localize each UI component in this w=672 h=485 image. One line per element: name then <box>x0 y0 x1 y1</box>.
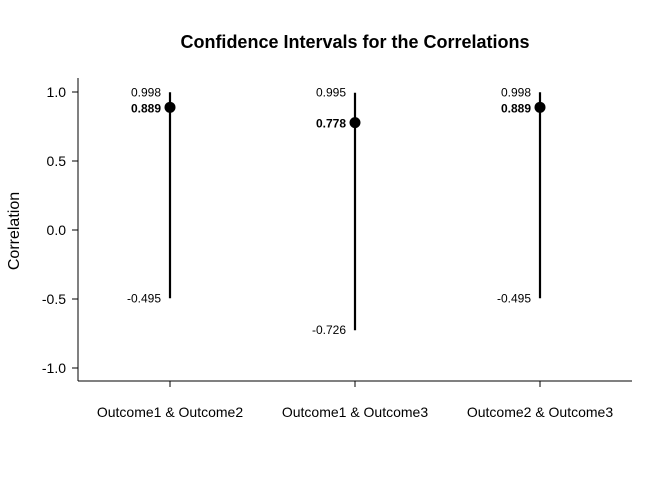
y-ticks: 1.0 0.5 0.0 -0.5 -1.0 <box>42 84 78 376</box>
y-axis-label: Correlation <box>6 192 23 270</box>
y-tick-label: 1.0 <box>47 84 67 100</box>
estimate-point <box>349 117 361 129</box>
ci-marks: 0.998 0.889 -0.495 0.995 0.778 -0.726 0.998 0.8… <box>127 85 546 337</box>
y-tick-label: 0.5 <box>47 153 67 169</box>
estimate-point <box>534 101 546 113</box>
estimate-point <box>164 101 176 113</box>
y-tick-label: 0.0 <box>47 222 67 238</box>
lower-bound-label: -0.495 <box>497 291 531 305</box>
y-tick-label: -1.0 <box>42 360 66 376</box>
lower-bound-label: -0.726 <box>312 323 346 337</box>
x-tick-label: Outcome1 & Outcome3 <box>282 404 429 420</box>
upper-bound-label: 0.995 <box>316 86 346 100</box>
estimate-label: 0.778 <box>316 117 346 131</box>
x-tick-label: Outcome1 & Outcome2 <box>97 404 244 420</box>
upper-bound-label: 0.998 <box>501 85 531 99</box>
estimate-label: 0.889 <box>131 101 161 115</box>
y-tick-label: -0.5 <box>42 291 66 307</box>
chart-title: Confidence Intervals for the Correlation… <box>180 32 529 52</box>
lower-bound-label: -0.495 <box>127 291 161 305</box>
upper-bound-label: 0.998 <box>131 85 161 99</box>
x-tick-label: Outcome2 & Outcome3 <box>467 404 614 420</box>
estimate-label: 0.889 <box>501 101 531 115</box>
x-ticks: Outcome1 & Outcome2 Outcome1 & Outcome3 Ou… <box>97 381 614 420</box>
